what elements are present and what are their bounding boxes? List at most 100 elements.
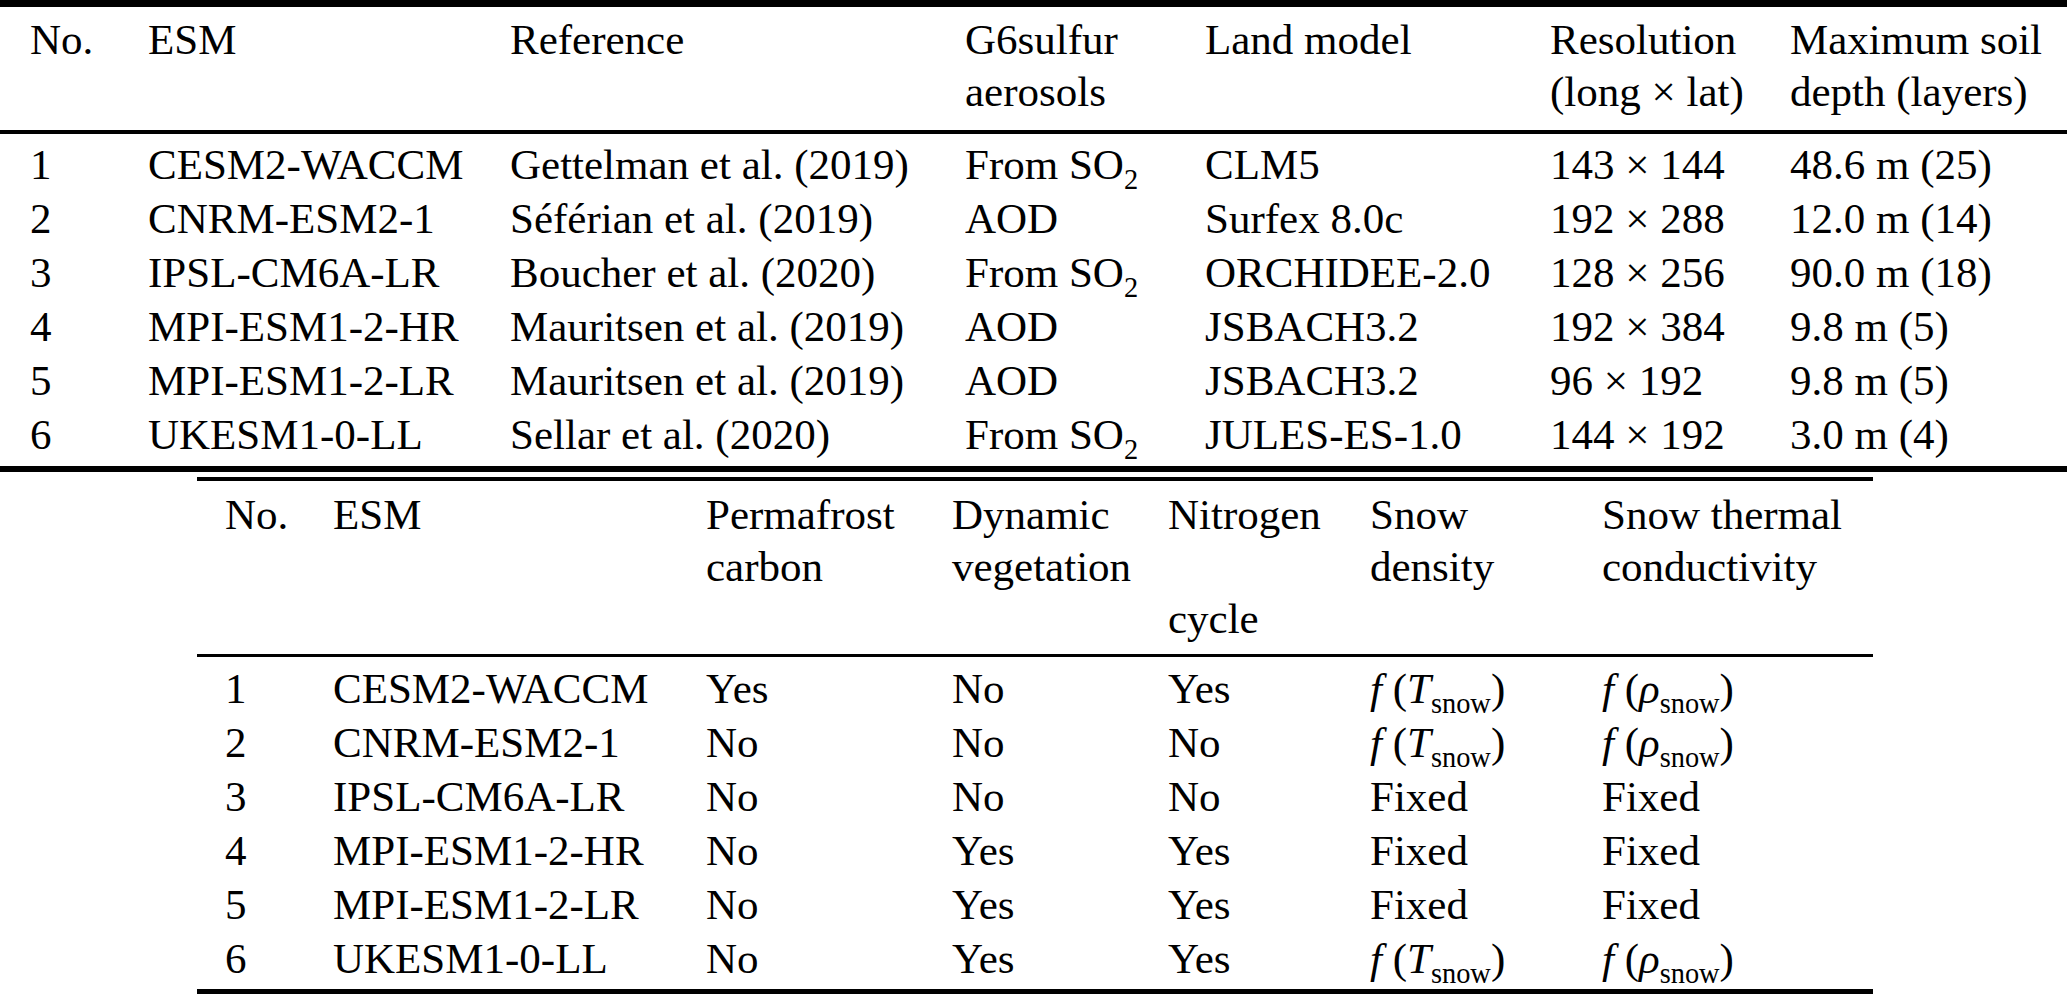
table-row: 2 CNRM-ESM2-1 Séférian et al. (2019) AOD… [0,192,2067,246]
cell-permafrost-carbon: Yes [706,662,952,716]
cell-esm: CESM2-WACCM [148,138,510,192]
cell-g6sulfur: From SO2 [965,138,1205,192]
cell-reference: Sellar et al. (2020) [510,408,965,462]
table-row: 6 UKESM1-0-LL Sellar et al. (2020) From … [0,408,2067,462]
document-page: No. ESM Reference G6sulfur aerosols Land… [0,0,2067,1002]
cell-reference: Boucher et al. (2020) [510,246,965,300]
table1-body: 1 CESM2-WACCM Gettelman et al. (2019) Fr… [0,134,2067,462]
col-header-max-soil-depth: Maximum soil depth (layers) [1790,14,2067,130]
col-header-land-model: Land model [1205,14,1550,130]
table2-body: 1 CESM2-WACCM Yes No Yes f (Tsnow) f (ρs… [197,657,1873,986]
table-row: 5 MPI-ESM1-2-LR Mauritsen et al. (2019) … [0,354,2067,408]
table-row: 3 IPSL-CM6A-LR Boucher et al. (2020) Fro… [0,246,2067,300]
cell-no: 3 [197,770,333,824]
cell-g6sulfur: AOD [965,300,1205,354]
table1-header-row: No. ESM Reference G6sulfur aerosols Land… [0,7,2067,130]
col-header-no: No. [0,14,148,130]
cell-esm: UKESM1-0-LL [148,408,510,462]
col-header-reference: Reference [510,14,965,130]
cell-land-model: JSBACH3.2 [1205,354,1550,408]
table-row: 4 MPI-ESM1-2-HR Mauritsen et al. (2019) … [0,300,2067,354]
cell-permafrost-carbon: No [706,716,952,770]
col-header-dynamic-vegetation: Dynamic vegetation [952,489,1168,654]
cell-no: 2 [0,192,148,246]
cell-land-model: Surfex 8.0c [1205,192,1550,246]
table-row: 3 IPSL-CM6A-LR No No No Fixed Fixed [197,770,1873,824]
cell-esm: IPSL-CM6A-LR [148,246,510,300]
cell-esm: CESM2-WACCM [333,662,706,716]
cell-no: 6 [197,932,333,986]
cell-max-soil-depth: 90.0 m (18) [1790,246,2067,300]
cell-max-soil-depth: 12.0 m (14) [1790,192,2067,246]
table-esm-overview: No. ESM Reference G6sulfur aerosols Land… [0,0,2067,472]
cell-dynamic-vegetation: No [952,716,1168,770]
col-header-no: No. [197,489,333,654]
cell-resolution: 192 × 288 [1550,192,1790,246]
cell-g6sulfur: AOD [965,354,1205,408]
cell-dynamic-vegetation: Yes [952,932,1168,986]
cell-max-soil-depth: 3.0 m (4) [1790,408,2067,462]
table1-top-rule [0,0,2067,7]
cell-dynamic-vegetation: No [952,770,1168,824]
table2-header-row: No. ESM Permafrost carbon Dynamic vegeta… [197,481,1873,654]
cell-no: 6 [0,408,148,462]
cell-permafrost-carbon: No [706,878,952,932]
table-row: 2 CNRM-ESM2-1 No No No f (Tsnow) f (ρsno… [197,716,1873,770]
cell-no: 4 [197,824,333,878]
cell-snow-thermal-conductivity: f (ρsnow) [1602,716,1873,770]
cell-permafrost-carbon: No [706,932,952,986]
cell-snow-thermal-conductivity: Fixed [1602,824,1873,878]
cell-land-model: JSBACH3.2 [1205,300,1550,354]
cell-snow-thermal-conductivity: Fixed [1602,770,1873,824]
table-row: 4 MPI-ESM1-2-HR No Yes Yes Fixed Fixed [197,824,1873,878]
cell-snow-thermal-conductivity: f (ρsnow) [1602,932,1873,986]
cell-dynamic-vegetation: Yes [952,824,1168,878]
table2-bottom-rule [197,989,1873,994]
cell-snow-density: Fixed [1370,824,1602,878]
cell-resolution: 128 × 256 [1550,246,1790,300]
cell-land-model: JULES-ES-1.0 [1205,408,1550,462]
table-row: 6 UKESM1-0-LL No Yes Yes f (Tsnow) f (ρs… [197,932,1873,986]
cell-snow-density: Fixed [1370,878,1602,932]
cell-nitrogen-cycle: Yes [1168,662,1370,716]
col-header-snow-thermal-conductivity: Snow thermal conductivity [1602,489,1873,654]
cell-nitrogen-cycle: Yes [1168,824,1370,878]
cell-snow-density: f (Tsnow) [1370,716,1602,770]
cell-nitrogen-cycle: Yes [1168,878,1370,932]
cell-snow-density: f (Tsnow) [1370,932,1602,986]
cell-esm: CNRM-ESM2-1 [333,716,706,770]
header-line-spacer [1168,541,1370,593]
cell-resolution: 192 × 384 [1550,300,1790,354]
cell-g6sulfur: From SO2 [965,408,1205,462]
cell-no: 2 [197,716,333,770]
cell-land-model: CLM5 [1205,138,1550,192]
cell-no: 5 [0,354,148,408]
cell-esm: MPI-ESM1-2-LR [148,354,510,408]
cell-permafrost-carbon: No [706,824,952,878]
cell-g6sulfur: AOD [965,192,1205,246]
cell-snow-density: f (Tsnow) [1370,662,1602,716]
cell-no: 1 [0,138,148,192]
cell-dynamic-vegetation: No [952,662,1168,716]
cell-g6sulfur: From SO2 [965,246,1205,300]
cell-reference: Mauritsen et al. (2019) [510,354,965,408]
cell-land-model: ORCHIDEE-2.0 [1205,246,1550,300]
cell-snow-thermal-conductivity: f (ρsnow) [1602,662,1873,716]
cell-esm: UKESM1-0-LL [333,932,706,986]
table-land-surface-schemes: No. ESM Permafrost carbon Dynamic vegeta… [197,477,1873,994]
cell-dynamic-vegetation: Yes [952,878,1168,932]
cell-no: 3 [0,246,148,300]
cell-no: 5 [197,878,333,932]
cell-esm: CNRM-ESM2-1 [148,192,510,246]
col-header-snow-density: Snow density [1370,489,1602,654]
col-header-g6sulfur-aerosols: G6sulfur aerosols [965,14,1205,130]
cell-permafrost-carbon: No [706,770,952,824]
table-row: 5 MPI-ESM1-2-LR No Yes Yes Fixed Fixed [197,878,1873,932]
col-header-esm: ESM [333,489,706,654]
cell-nitrogen-cycle: Yes [1168,932,1370,986]
cell-esm: MPI-ESM1-2-LR [333,878,706,932]
cell-max-soil-depth: 48.6 m (25) [1790,138,2067,192]
cell-resolution: 143 × 144 [1550,138,1790,192]
cell-no: 4 [0,300,148,354]
cell-nitrogen-cycle: No [1168,770,1370,824]
